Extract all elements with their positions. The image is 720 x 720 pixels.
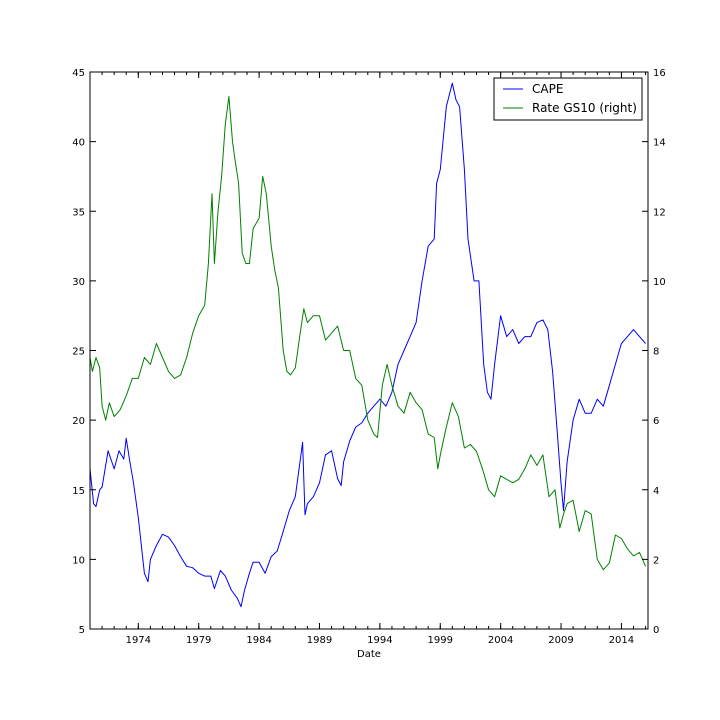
x-tick-label: 1994 [367, 635, 392, 646]
left-y-tick-label: 25 [72, 347, 85, 358]
plot-area [90, 72, 648, 629]
left-y-tick-label: 20 [72, 416, 85, 427]
left-y-tick-label: 15 [72, 486, 85, 497]
legend-entry-label: Rate GS10 (right) [532, 101, 637, 115]
left-y-tick-label: 40 [72, 138, 85, 149]
x-tick-label: 1974 [126, 635, 151, 646]
right-y-tick-label: 4 [653, 486, 659, 497]
left-y-tick-label: 5 [79, 625, 85, 636]
legend-entry-label: CAPE [532, 82, 563, 96]
x-tick-label: 2014 [609, 635, 634, 646]
right-y-tick-label: 10 [653, 277, 666, 288]
legend: CAPE Rate GS10 (right) [493, 77, 643, 121]
right-y-axis: 0 2 4 6 8 10 12 14 16 [642, 68, 666, 636]
left-y-axis: 5 10 15 20 25 30 35 40 45 [72, 68, 96, 636]
x-tick-label: 1999 [428, 635, 453, 646]
x-tick-label: 1989 [307, 635, 332, 646]
left-y-tick-label: 45 [72, 68, 85, 79]
right-y-tick-label: 16 [653, 68, 666, 79]
right-y-tick-label: 2 [653, 555, 659, 566]
x-axis: 1974 1979 1984 1989 1994 1999 2004 2009 2014 [89, 72, 647, 646]
series-line-cape [89, 82, 646, 608]
right-y-tick-label: 0 [653, 625, 659, 636]
x-tick-label: 2004 [488, 635, 513, 646]
x-tick-label: 1979 [186, 635, 211, 646]
legend-box [493, 77, 643, 121]
right-y-tick-label: 14 [653, 138, 666, 149]
x-tick-label: 1984 [246, 635, 271, 646]
right-y-tick-label: 6 [653, 416, 659, 427]
x-tick-label: 2009 [548, 635, 573, 646]
right-y-tick-label: 12 [653, 207, 666, 218]
left-y-tick-label: 10 [72, 555, 85, 566]
left-y-tick-label: 30 [72, 277, 85, 288]
x-axis-label: Date [357, 649, 381, 660]
right-y-tick-label: 8 [653, 347, 659, 358]
series-layer [89, 82, 647, 608]
left-y-tick-label: 35 [72, 207, 85, 218]
series-line-rate-gs10 [89, 95, 647, 571]
